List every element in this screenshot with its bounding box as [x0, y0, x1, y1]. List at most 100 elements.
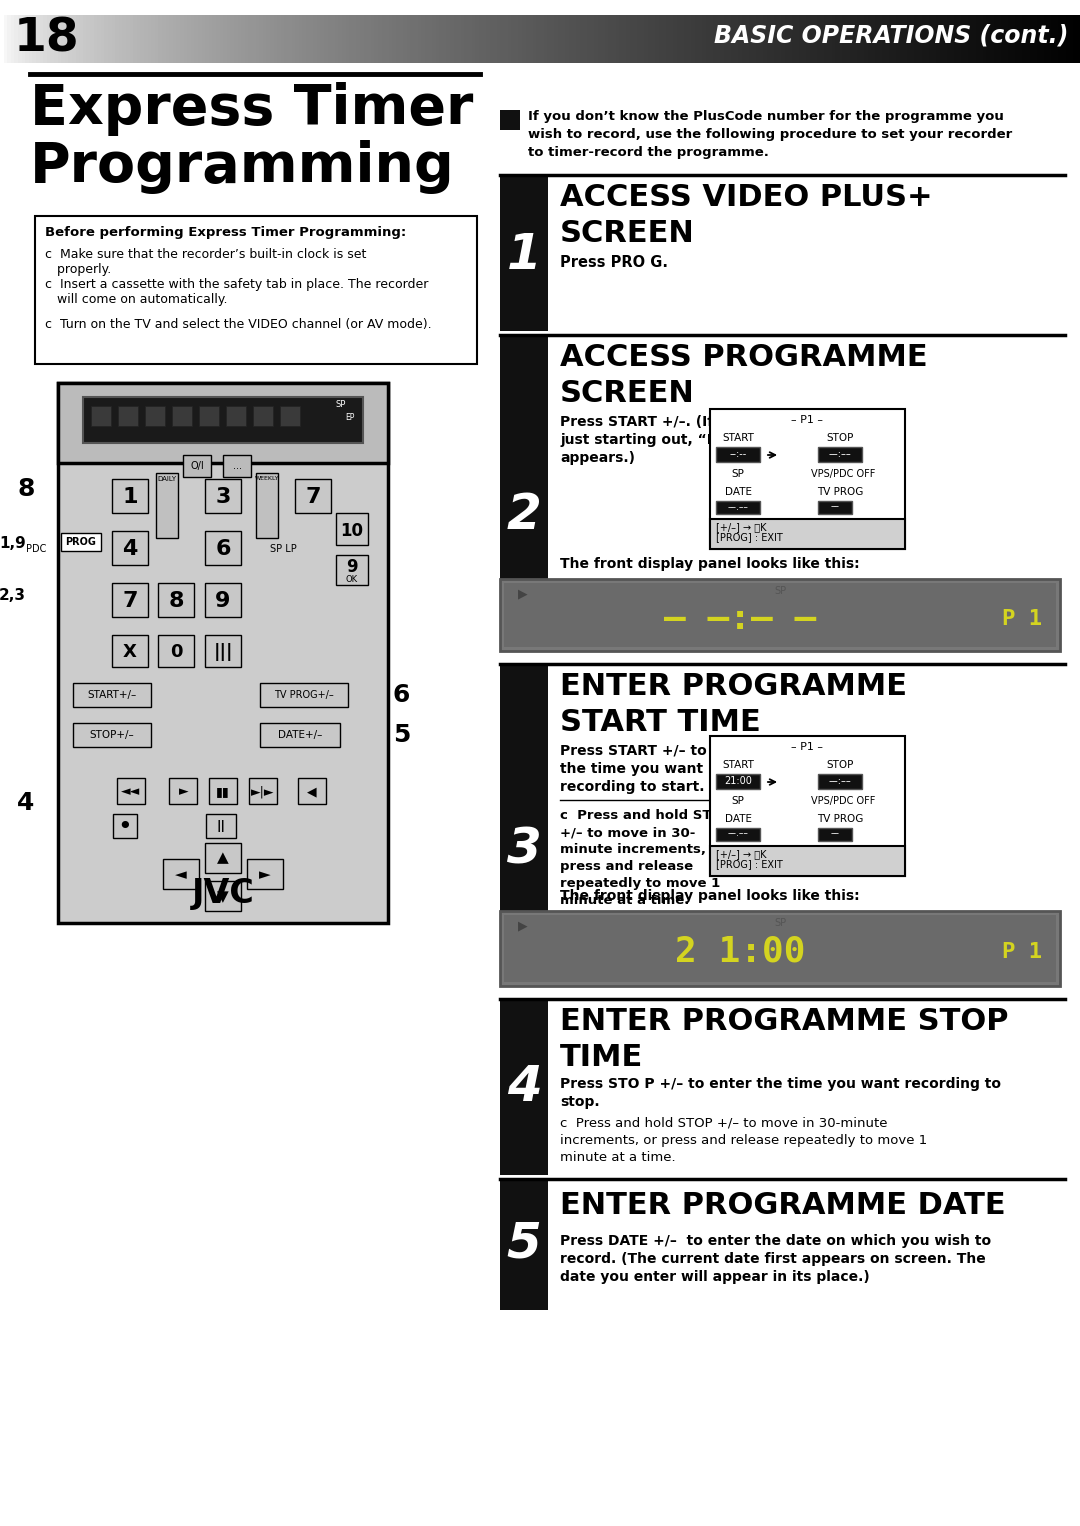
- Text: 1,9: 1,9: [0, 536, 26, 551]
- Bar: [886, 15, 890, 63]
- Bar: [407, 15, 411, 63]
- Text: STOP: STOP: [826, 760, 853, 771]
- Bar: [260, 684, 348, 707]
- Bar: [500, 336, 548, 597]
- Bar: [608, 15, 613, 63]
- Bar: [213, 15, 217, 63]
- Bar: [429, 15, 433, 63]
- Bar: [748, 15, 754, 63]
- Bar: [551, 15, 555, 63]
- Bar: [133, 15, 138, 63]
- Bar: [3, 15, 9, 63]
- Bar: [403, 15, 408, 63]
- Bar: [338, 15, 343, 63]
- Bar: [554, 15, 559, 63]
- Bar: [245, 15, 249, 63]
- Bar: [500, 15, 505, 63]
- Text: P 1: P 1: [1002, 609, 1042, 629]
- Bar: [73, 723, 151, 748]
- Bar: [119, 15, 123, 63]
- Text: ––.––: ––.––: [728, 502, 748, 511]
- Bar: [8, 15, 12, 63]
- Bar: [29, 15, 33, 63]
- Bar: [1018, 15, 1024, 63]
- Bar: [529, 15, 534, 63]
- Bar: [62, 15, 66, 63]
- Text: Programming: Programming: [30, 140, 455, 194]
- Bar: [1066, 15, 1070, 63]
- Text: 4: 4: [507, 1064, 541, 1111]
- Text: – P1 –: – P1 –: [791, 742, 823, 752]
- Bar: [640, 15, 646, 63]
- Bar: [226, 406, 246, 426]
- Bar: [247, 859, 283, 890]
- Bar: [504, 583, 1056, 647]
- Bar: [694, 15, 700, 63]
- Bar: [468, 15, 473, 63]
- Bar: [58, 383, 388, 462]
- Bar: [461, 15, 465, 63]
- Text: Press DATE +/–  to enter the date on which you wish to: Press DATE +/– to enter the date on whic…: [561, 1235, 991, 1248]
- Bar: [710, 845, 905, 876]
- Text: ▶: ▶: [518, 588, 528, 600]
- Bar: [767, 15, 771, 63]
- Bar: [1044, 15, 1049, 63]
- Bar: [839, 15, 843, 63]
- Bar: [113, 813, 137, 838]
- Bar: [586, 15, 592, 63]
- Bar: [734, 15, 739, 63]
- Bar: [356, 15, 361, 63]
- Bar: [494, 15, 498, 63]
- Bar: [1062, 15, 1067, 63]
- Bar: [35, 217, 477, 365]
- Text: 2,3: 2,3: [0, 588, 26, 603]
- Bar: [666, 15, 671, 63]
- Bar: [65, 15, 69, 63]
- Bar: [90, 15, 95, 63]
- Bar: [684, 15, 689, 63]
- Bar: [1072, 15, 1078, 63]
- Bar: [126, 15, 131, 63]
- Bar: [634, 15, 638, 63]
- Bar: [710, 409, 905, 549]
- Bar: [187, 15, 192, 63]
- Bar: [40, 15, 44, 63]
- Text: START+/–: START+/–: [87, 690, 137, 700]
- Bar: [677, 15, 681, 63]
- Bar: [1015, 15, 1020, 63]
- Text: 7: 7: [122, 591, 138, 610]
- Bar: [853, 15, 858, 63]
- Bar: [378, 15, 382, 63]
- Bar: [295, 15, 300, 63]
- Bar: [565, 15, 570, 63]
- Bar: [1051, 15, 1056, 63]
- Text: the time you want: the time you want: [561, 761, 703, 777]
- Text: TV PROG: TV PROG: [816, 487, 863, 497]
- Bar: [230, 15, 235, 63]
- Bar: [813, 15, 819, 63]
- Text: ▼: ▼: [217, 890, 229, 905]
- Text: ►: ►: [178, 786, 188, 798]
- Text: ▶: ▶: [518, 919, 528, 932]
- Bar: [932, 15, 937, 63]
- Bar: [626, 15, 631, 63]
- Text: c  Press and hold START: c Press and hold START: [561, 809, 740, 823]
- Bar: [500, 578, 1059, 652]
- Bar: [256, 15, 260, 63]
- Text: SCREEN: SCREEN: [561, 220, 694, 249]
- Bar: [1077, 15, 1080, 63]
- Bar: [478, 15, 484, 63]
- Bar: [336, 513, 368, 545]
- Bar: [835, 15, 840, 63]
- Bar: [828, 15, 833, 63]
- Text: 6: 6: [215, 539, 231, 559]
- Bar: [421, 15, 426, 63]
- Bar: [926, 15, 930, 63]
- Bar: [278, 15, 282, 63]
- Bar: [576, 15, 581, 63]
- Text: [+/–] → ⓄK: [+/–] → ⓄK: [716, 848, 767, 859]
- Bar: [396, 15, 401, 63]
- Bar: [295, 479, 330, 513]
- Bar: [370, 15, 376, 63]
- Bar: [1004, 15, 1009, 63]
